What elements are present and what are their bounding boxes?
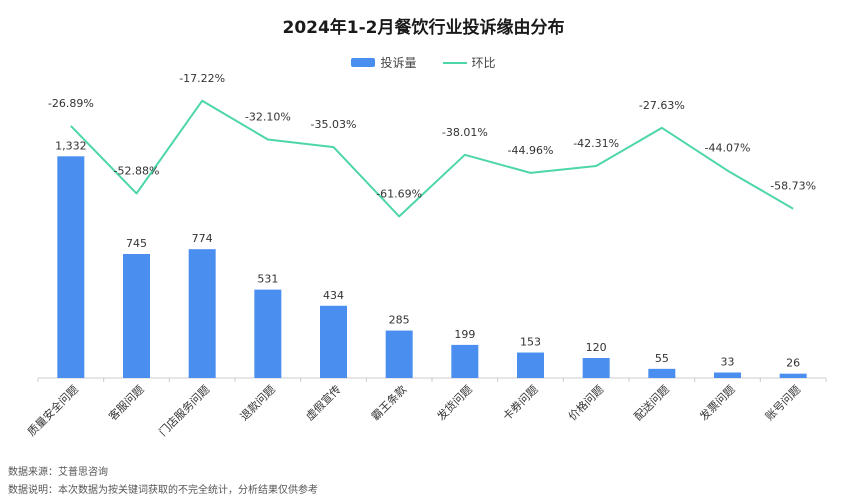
line-point[interactable] (265, 136, 271, 142)
line-point[interactable] (199, 98, 205, 104)
bar-data-label: 120 (586, 341, 607, 354)
line-point[interactable] (396, 213, 402, 219)
bar[interactable] (254, 289, 282, 378)
line-point[interactable] (462, 152, 468, 158)
category-tick-label: 卡券问题 (500, 382, 541, 423)
category-tick-label: 质量安全问题 (24, 382, 81, 439)
line-point[interactable] (68, 123, 74, 129)
bar[interactable] (385, 330, 413, 378)
bar[interactable] (648, 368, 676, 378)
legend-bar-swatch (351, 58, 376, 67)
line-data-label: -26.89% (48, 97, 94, 110)
category-tick-label: 客服问题 (106, 382, 147, 423)
bar[interactable] (714, 372, 741, 378)
line-data-label: -52.88% (114, 164, 160, 177)
category-tick-label: 虚假宣传 (303, 382, 344, 423)
line-data-label: -32.10% (245, 110, 291, 123)
legend-item-complaints[interactable]: 投诉量 (351, 54, 417, 71)
line-point[interactable] (528, 170, 534, 176)
category-tick-label: 账号问题 (763, 383, 803, 423)
line-point[interactable] (725, 168, 731, 174)
bar-data-label: 55 (655, 352, 669, 365)
line-data-label: -44.96% (508, 144, 554, 157)
category-tick-label: 发货问题 (434, 382, 475, 423)
line-point[interactable] (134, 190, 140, 196)
bar[interactable] (582, 358, 610, 378)
category-tick-label: 发票问题 (697, 382, 738, 423)
bar[interactable] (779, 373, 807, 378)
bar-data-label: 434 (323, 289, 344, 302)
chart-legend: 投诉量 环比 (0, 54, 847, 71)
line-point[interactable] (659, 125, 665, 131)
category-tick-label: 门店服务问题 (156, 382, 213, 439)
bar-data-label: 745 (126, 237, 147, 250)
bar[interactable] (320, 305, 347, 378)
category-tick-label: 价格问题 (565, 382, 606, 423)
legend-label-complaints: 投诉量 (380, 56, 417, 70)
category-tick-label: 霸王条款 (368, 382, 409, 423)
line-data-label: -38.01% (442, 126, 488, 139)
category-tick-label: 配送问题 (631, 382, 672, 423)
line-data-label: -17.22% (179, 72, 225, 85)
legend-line-swatch (442, 61, 467, 64)
footer-source: 数据来源：艾普思咨询 (8, 467, 108, 478)
bar[interactable] (517, 352, 544, 378)
bar[interactable] (188, 249, 216, 378)
line-data-label: -58.73% (770, 180, 816, 193)
line-point[interactable] (790, 206, 796, 212)
chart-title: 2024年1-2月餐饮行业投诉缘由分布 (282, 18, 565, 38)
line-point[interactable] (331, 144, 337, 150)
legend-label-mom: 环比 (471, 56, 496, 70)
bar[interactable] (451, 344, 479, 378)
line-data-label: -35.03% (311, 118, 357, 131)
bar-data-label: 531 (257, 273, 278, 286)
line-point[interactable] (593, 163, 599, 169)
line-data-label: -61.69% (376, 187, 422, 200)
bar[interactable] (123, 254, 150, 378)
line-data-label: -44.07% (705, 142, 751, 155)
bar-data-label: 285 (389, 314, 410, 327)
bar-data-label: 1,332 (55, 139, 87, 152)
legend-item-mom[interactable]: 环比 (442, 54, 496, 71)
category-tick-label: 退款问题 (237, 382, 278, 423)
bar[interactable] (57, 156, 85, 378)
mom-line (70, 99, 794, 218)
footer-note: 数据说明：本次数据为按关键词获取的不完全统计，分析结果仅供参考 (8, 485, 318, 496)
line-data-label: -42.31% (573, 137, 619, 150)
bar-data-label: 153 (520, 336, 541, 349)
line-data-label: -27.63% (639, 99, 685, 112)
bar-data-label: 26 (786, 357, 800, 370)
bar-data-label: 774 (192, 232, 213, 245)
bar-data-label: 33 (721, 356, 735, 369)
bar-data-label: 199 (454, 328, 475, 341)
